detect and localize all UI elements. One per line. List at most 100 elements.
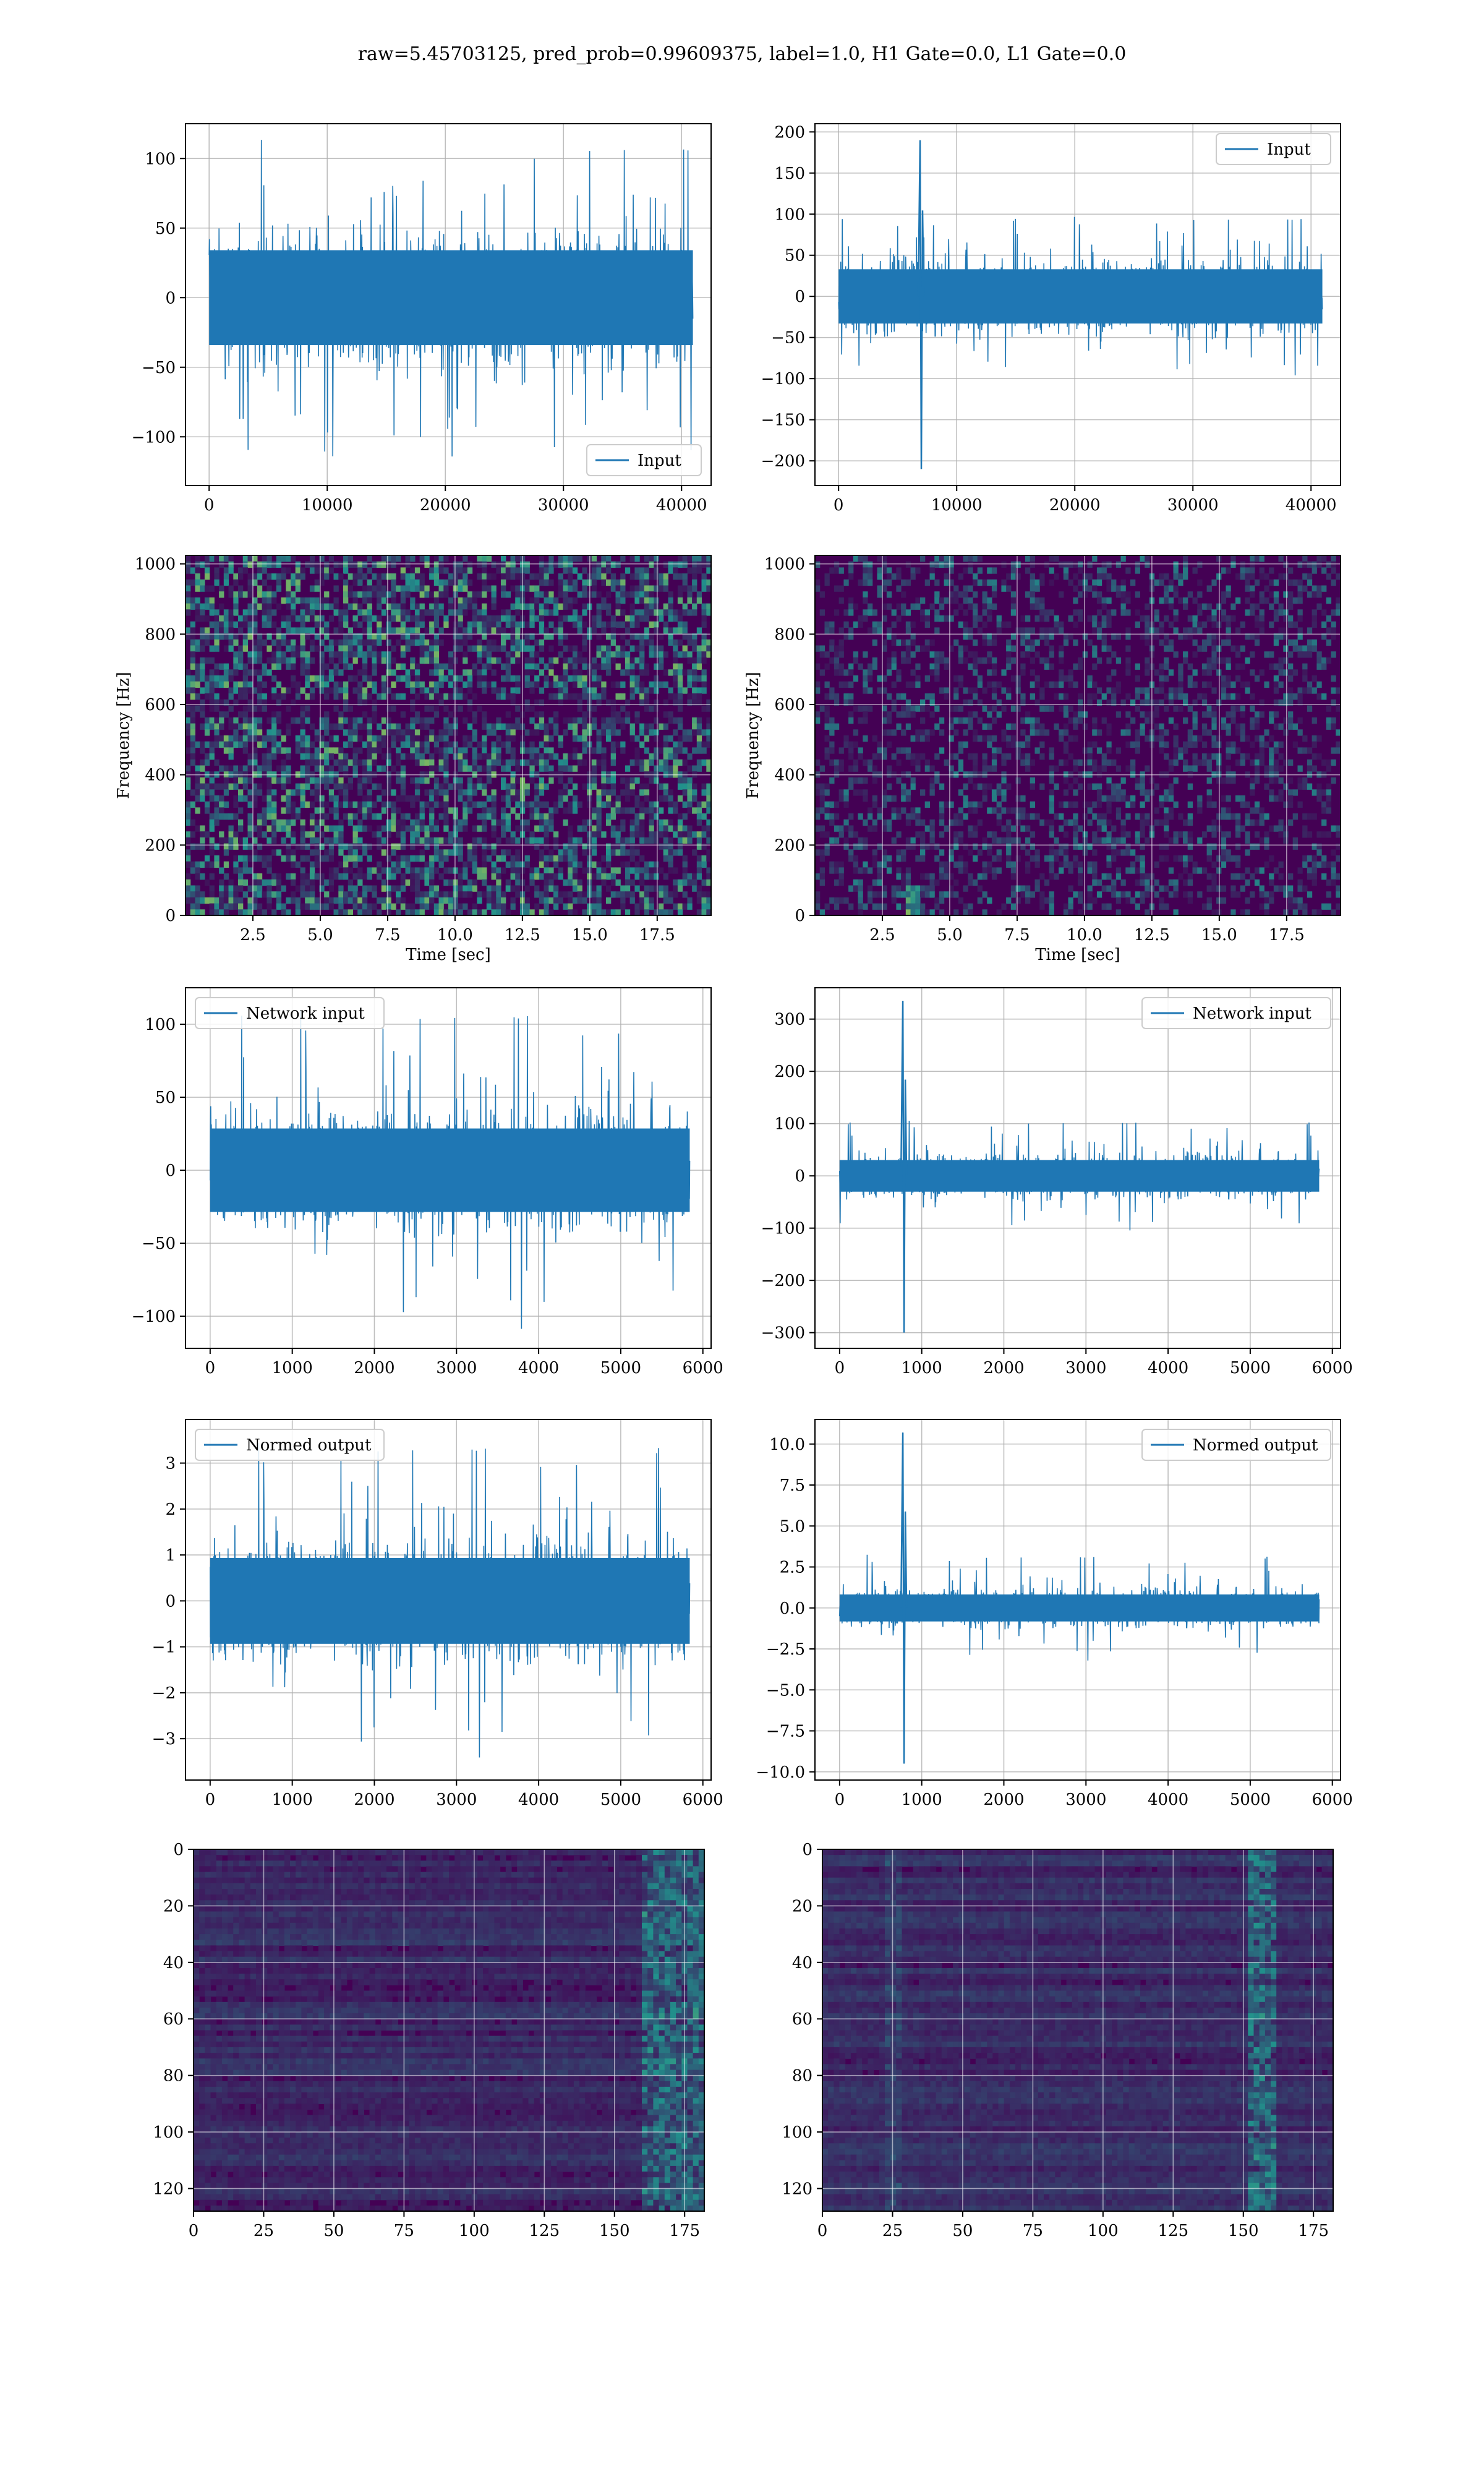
heatmap-cell	[195, 663, 200, 670]
heatmap-cell	[1211, 651, 1217, 658]
heatmap-cell	[233, 891, 239, 898]
heatmap-cell	[1273, 597, 1279, 604]
heatmap-cell	[291, 639, 296, 646]
heatmap-cell	[654, 873, 659, 880]
heatmap-cell	[348, 717, 353, 724]
heatmap-cell	[953, 687, 959, 694]
heatmap-cell	[706, 729, 712, 736]
heatmap-cell	[829, 657, 835, 664]
heatmap-cell	[410, 729, 416, 736]
heatmap-cell	[577, 891, 582, 898]
heatmap-cell	[458, 873, 463, 880]
heatmap-cell	[934, 591, 940, 598]
heatmap-cell	[634, 747, 640, 754]
y-tick-label: −150	[761, 411, 805, 430]
heatmap-cell	[448, 663, 454, 670]
heatmap-cell	[405, 867, 411, 874]
heatmap-cell	[1226, 615, 1231, 622]
heatmap-cell	[886, 669, 892, 676]
heatmap-cell	[305, 717, 310, 724]
heatmap-cell	[414, 789, 420, 796]
heatmap-cell	[271, 687, 277, 694]
heatmap-cell	[1140, 633, 1145, 640]
heatmap-cell	[572, 567, 578, 574]
heatmap-cell	[625, 663, 631, 670]
heatmap-cell	[706, 765, 712, 772]
heatmap-cell	[701, 891, 707, 898]
heatmap-cell	[458, 609, 463, 616]
heatmap-cell	[644, 579, 650, 586]
heatmap-cell	[190, 681, 195, 688]
heatmap-cell	[639, 687, 645, 694]
heatmap-cell	[1030, 603, 1035, 610]
heatmap-cell	[190, 909, 195, 916]
heatmap-cell	[524, 645, 530, 652]
heatmap-cell	[1073, 681, 1078, 688]
heatmap-cell	[639, 873, 645, 880]
heatmap-cell	[1010, 567, 1017, 574]
heatmap-cell	[448, 909, 454, 916]
heatmap-cell	[973, 615, 978, 622]
heatmap-cell	[625, 909, 631, 916]
heatmap-cell	[463, 603, 468, 610]
heatmap-cell	[233, 795, 239, 802]
heatmap-cell	[644, 639, 650, 646]
heatmap-cell	[338, 819, 344, 826]
heatmap-cell	[824, 621, 830, 628]
heatmap-cell	[539, 837, 545, 844]
heatmap-cell	[634, 615, 640, 622]
heatmap-cell	[410, 579, 416, 586]
heatmap-cell	[372, 645, 377, 652]
y-tick-label: −100	[132, 428, 176, 447]
heatmap-cell	[601, 801, 607, 808]
heatmap-cell	[348, 585, 353, 592]
heatmap-cell	[491, 819, 497, 826]
heatmap-cell	[654, 597, 659, 604]
heatmap-cell	[1034, 597, 1040, 604]
heatmap-cell	[281, 795, 286, 802]
heatmap-cell	[692, 573, 697, 580]
heatmap-cell	[591, 765, 597, 772]
heatmap-cell	[477, 609, 482, 616]
heatmap-cell	[271, 591, 277, 598]
heatmap-cell	[410, 687, 416, 694]
heatmap-cell	[362, 639, 368, 646]
heatmap-cell	[848, 609, 854, 616]
heatmap-cell	[620, 825, 626, 832]
heatmap-cell	[372, 747, 377, 754]
heatmap-cell	[548, 867, 554, 874]
heatmap-cell	[606, 609, 612, 616]
heatmap-cell	[228, 561, 234, 568]
heatmap-cell	[1316, 603, 1322, 610]
heatmap-cell	[886, 573, 892, 580]
heatmap-cell	[606, 645, 612, 652]
heatmap-cell	[195, 609, 200, 616]
heatmap-cell	[482, 561, 487, 568]
heatmap-cell	[1039, 633, 1045, 640]
heatmap-cell	[696, 843, 702, 850]
heatmap-cell	[391, 801, 396, 808]
heatmap-cell	[568, 615, 573, 622]
heatmap-cell	[644, 885, 650, 892]
heatmap-cell	[596, 801, 602, 808]
heatmap-cell	[668, 747, 673, 754]
heatmap-cell	[348, 675, 353, 682]
heatmap-cell	[877, 573, 882, 580]
heatmap-cell	[1178, 681, 1183, 688]
heatmap-cell	[544, 891, 549, 898]
heatmap-cell	[501, 783, 506, 790]
heatmap-cell	[1331, 675, 1336, 682]
heatmap-cell	[443, 807, 449, 814]
heatmap-cell	[529, 759, 535, 766]
heatmap-cell	[548, 693, 554, 700]
heatmap-cell	[348, 723, 353, 730]
heatmap-cell	[634, 867, 640, 874]
heatmap-cell	[563, 795, 568, 802]
heatmap-cell	[200, 795, 205, 802]
heatmap-cell	[419, 855, 425, 862]
heatmap-cell	[357, 669, 363, 676]
heatmap-cell	[1288, 639, 1294, 646]
heatmap-cell	[673, 807, 678, 814]
heatmap-cell	[982, 591, 987, 598]
